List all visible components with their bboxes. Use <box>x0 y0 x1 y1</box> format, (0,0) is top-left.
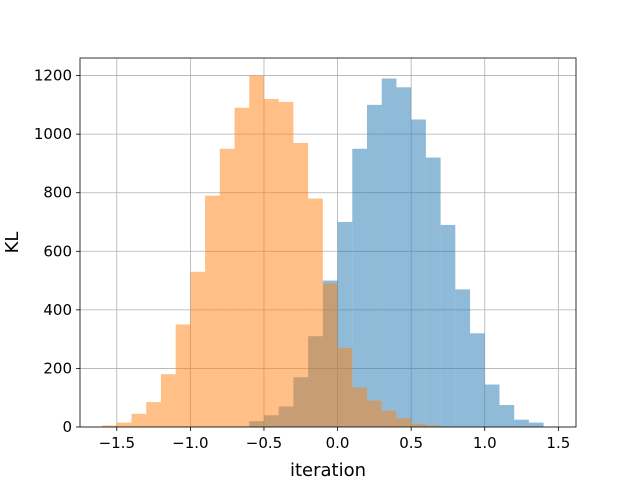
histogram-bar <box>470 333 485 427</box>
x-tick-label: −0.5 <box>246 434 282 452</box>
y-tick-label: 1200 <box>34 67 72 85</box>
histogram-bar <box>102 425 117 427</box>
y-tick-label: 600 <box>43 242 72 260</box>
histogram-bar <box>484 384 500 427</box>
bars-layer <box>102 75 544 428</box>
histogram-bar <box>499 405 515 427</box>
histogram-bar <box>396 418 412 427</box>
histogram-bar <box>146 402 161 427</box>
y-tick-label: 800 <box>43 184 72 202</box>
histogram-bar <box>337 347 353 427</box>
x-axis-label: iteration <box>290 460 366 480</box>
histogram-bar <box>293 142 309 427</box>
histogram-bar <box>514 419 529 427</box>
histogram-bar <box>396 87 412 428</box>
y-tick-label: 200 <box>43 359 72 377</box>
histogram-bar <box>219 148 235 428</box>
x-tick-label: 1.0 <box>473 434 497 452</box>
histogram-bar <box>367 104 382 427</box>
histogram-bar <box>131 413 147 427</box>
histogram-bar <box>425 157 441 428</box>
y-tick-label: 400 <box>43 301 72 319</box>
histogram-bar <box>322 283 338 427</box>
x-tick-label: 1.5 <box>546 434 570 452</box>
histogram-bar <box>381 410 397 427</box>
y-tick-label: 1000 <box>34 125 72 143</box>
ticks-layer: −1.5 −1.0 −0.5 0.0 0.5 1.0 1.5 0 200 400 600 800 100… <box>34 67 570 452</box>
histogram-bar <box>528 422 544 427</box>
histogram-bar <box>352 148 368 428</box>
x-tick-label: −1.5 <box>99 434 135 452</box>
histogram-bar <box>175 324 191 427</box>
histogram-series-2 <box>102 75 441 428</box>
histogram-bar <box>190 271 206 427</box>
histogram-bar <box>425 425 441 427</box>
histogram-bar <box>308 198 323 427</box>
histogram-bar <box>455 289 471 427</box>
histogram-bar <box>116 422 132 427</box>
histogram-bar <box>263 99 279 427</box>
histogram-bar <box>381 78 397 427</box>
histogram-bar <box>278 101 294 427</box>
x-tick-label: 0.0 <box>326 434 350 452</box>
histogram-bar <box>352 387 368 427</box>
plot-frame <box>79 57 577 428</box>
x-tick-label: 0.5 <box>399 434 423 452</box>
histogram-bar <box>205 195 220 427</box>
histogram-bar <box>440 224 456 427</box>
histogram-bar <box>411 424 426 427</box>
histogram-bar <box>160 374 176 427</box>
histogram-bar <box>234 107 250 428</box>
histogram-bar <box>249 75 264 428</box>
y-axis-label: KL <box>2 232 23 254</box>
histogram-bar <box>367 400 382 427</box>
x-tick-label: −1.0 <box>172 434 208 452</box>
y-tick-label: 0 <box>62 418 72 436</box>
histogram-bar <box>411 119 426 427</box>
